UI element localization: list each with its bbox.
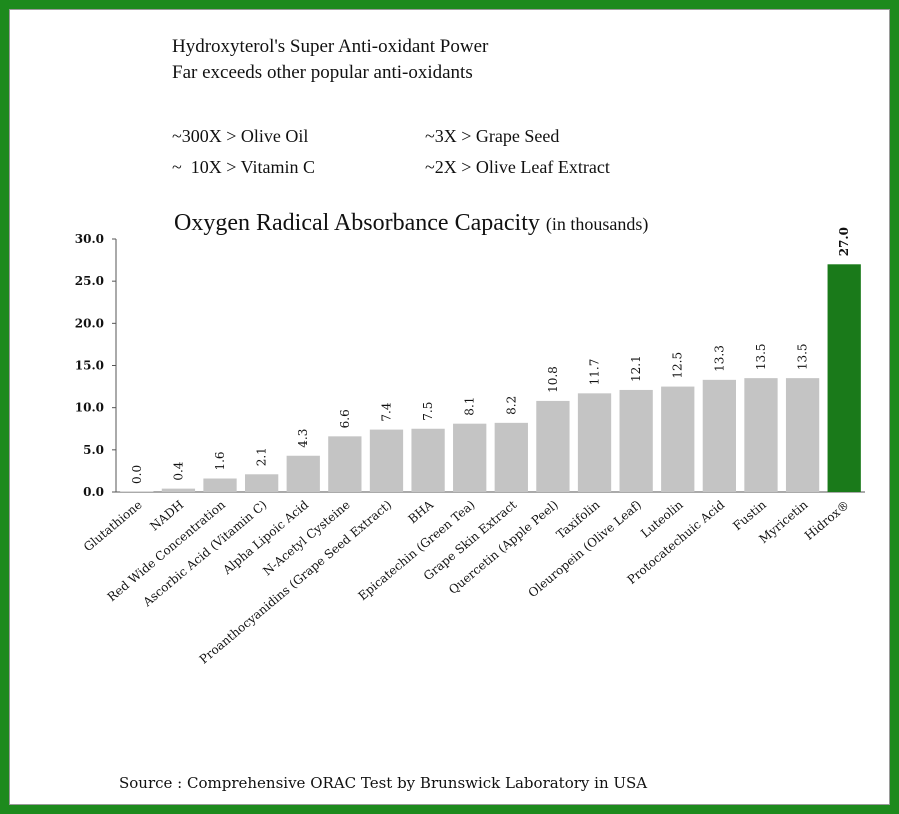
bar-value-label: 13.3 xyxy=(712,345,726,372)
bar-value-label: 0.4 xyxy=(171,461,185,480)
bar xyxy=(785,378,820,492)
bar-value-label: 6.6 xyxy=(338,409,352,428)
comparison-vitamin-c: ~ 10X > Vitamin C xyxy=(172,157,315,177)
headline-line-1: Hydroxyterol's Super Anti-oxidant Power xyxy=(172,36,489,57)
bar-value-label: 8.1 xyxy=(463,397,477,416)
comparison-olive-leaf: ~2X > Olive Leaf Extract xyxy=(425,157,610,177)
x-category-label: Fustin xyxy=(730,497,769,533)
x-category-label: Hidrox® xyxy=(802,498,852,543)
bar-value-label: 12.1 xyxy=(629,355,643,382)
bar-value-label: 4.3 xyxy=(296,429,310,448)
chart-subtitle: (in thousands) xyxy=(545,214,649,234)
bar-value-label: 2.1 xyxy=(255,447,269,466)
bar-value-label: 13.5 xyxy=(754,343,768,370)
bar xyxy=(244,474,279,492)
inner-border xyxy=(9,9,890,805)
bar xyxy=(536,400,570,492)
bar xyxy=(661,386,695,492)
bar xyxy=(744,378,778,492)
bar xyxy=(286,455,320,492)
bar xyxy=(411,428,445,492)
bar xyxy=(827,264,861,492)
chart-title: Oxygen Radical Absorbance Capacity (in t… xyxy=(174,210,648,237)
bar-value-label: 7.4 xyxy=(379,402,393,421)
y-tick-label: 15.0 xyxy=(75,359,104,373)
bar-value-label: 13.5 xyxy=(796,343,810,370)
source-note: Source : Comprehensive ORAC Test by Brun… xyxy=(119,774,648,792)
bar xyxy=(203,478,237,492)
comparison-grape-seed: ~3X > Grape Seed xyxy=(425,126,560,146)
y-tick-label: 30.0 xyxy=(75,232,104,246)
bar-value-label: 1.6 xyxy=(213,451,227,470)
x-category-label: Proanthocyanidins (Grape Seed Extract) xyxy=(197,498,395,667)
headline-line-2: Far exceeds other popular anti-oxidants xyxy=(172,62,473,83)
bar xyxy=(453,423,487,492)
bar xyxy=(619,389,653,492)
y-tick-label: 5.0 xyxy=(83,443,104,457)
bar xyxy=(120,491,154,492)
y-tick-label: 10.0 xyxy=(75,401,104,415)
bar xyxy=(577,393,612,492)
bar-value-label: 12.5 xyxy=(671,352,685,379)
y-tick-label: 25.0 xyxy=(75,274,104,288)
bar-value-label: 0.0 xyxy=(130,465,144,484)
bar-value-label: 7.5 xyxy=(421,402,435,421)
y-tick-label: 20.0 xyxy=(75,316,104,330)
bar xyxy=(328,436,362,492)
y-tick-label: 0.0 xyxy=(83,485,104,499)
x-category-label: NADH xyxy=(147,498,186,534)
x-category-label: Glutathione xyxy=(81,498,145,555)
bar-value-label: 10.8 xyxy=(546,366,560,393)
comparison-olive-oil: ~300X > Olive Oil xyxy=(172,126,309,146)
bar-value-label: 11.7 xyxy=(588,359,602,386)
bar xyxy=(702,379,737,492)
chart-title-main: Oxygen Radical Absorbance Capacity xyxy=(174,210,540,236)
bar xyxy=(494,422,528,492)
bar xyxy=(369,429,404,492)
bar xyxy=(161,488,196,492)
bar-value-label: 8.2 xyxy=(504,396,518,415)
x-category-label: BHA xyxy=(406,497,437,526)
bar-value-label: 27.0 xyxy=(837,227,851,256)
